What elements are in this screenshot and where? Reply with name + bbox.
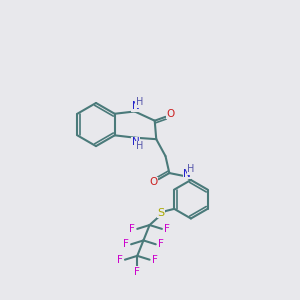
Text: H: H bbox=[136, 97, 143, 107]
Text: F: F bbox=[152, 255, 158, 265]
Text: F: F bbox=[129, 224, 135, 234]
Text: S: S bbox=[158, 208, 165, 218]
Text: F: F bbox=[117, 255, 122, 265]
Text: F: F bbox=[123, 239, 129, 249]
Text: O: O bbox=[167, 109, 175, 119]
Text: N: N bbox=[132, 101, 139, 111]
Text: F: F bbox=[164, 224, 170, 234]
Text: N: N bbox=[132, 137, 139, 147]
Text: O: O bbox=[149, 177, 157, 187]
Text: F: F bbox=[134, 267, 140, 277]
Text: H: H bbox=[187, 164, 195, 174]
Text: F: F bbox=[158, 239, 164, 249]
Text: N: N bbox=[183, 169, 191, 179]
Text: H: H bbox=[136, 141, 143, 151]
